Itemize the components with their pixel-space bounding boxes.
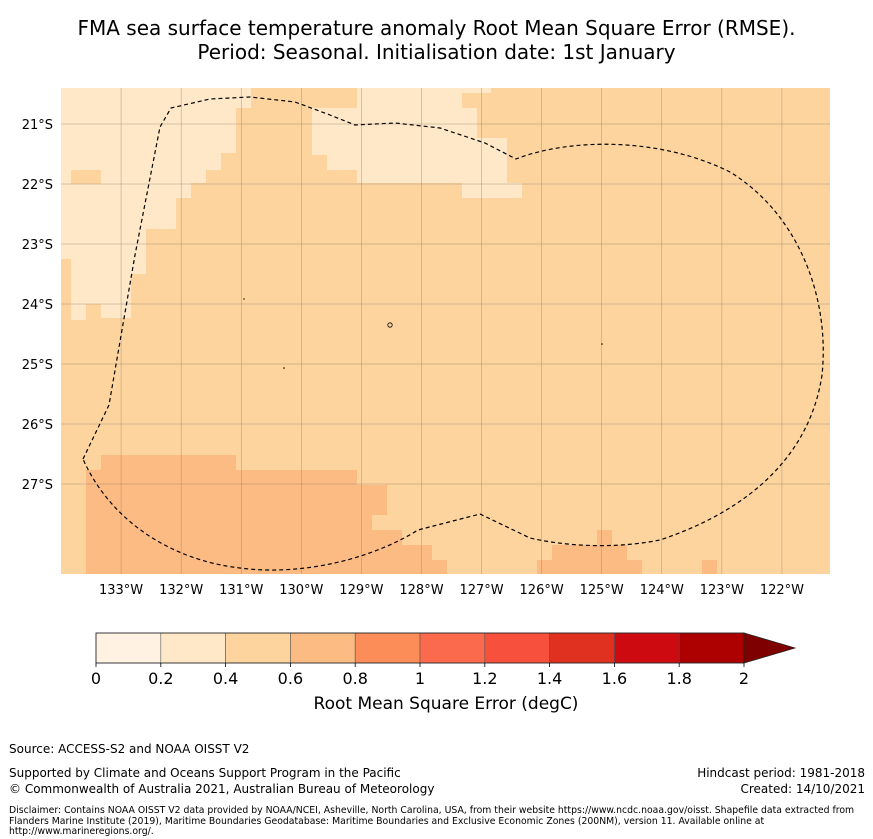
latitude-tick-label: 23°S <box>22 238 53 253</box>
longitude-tick-label: 132°W <box>159 583 203 598</box>
colorbar-box <box>549 632 615 664</box>
colorbar-boxes <box>95 632 745 664</box>
colorbar-tick-labels: 0 0.2 0.4 0.6 0.8 1 1.2 1.4 1.6 1.8 2 <box>91 663 749 688</box>
light-region-west <box>61 88 251 320</box>
longitude-tick-label: 126°W <box>520 583 564 598</box>
island-henderson <box>283 367 285 369</box>
title-line-2: Period: Seasonal. Initialisation date: 1… <box>197 40 676 64</box>
support-line-1: Supported by Climate and Oceans Support … <box>9 766 401 780</box>
latitude-tick-label: 22°S <box>22 178 53 193</box>
eez-boundary <box>82 96 824 571</box>
longitude-tick-label: 125°W <box>580 583 624 598</box>
colorbar-label: Root Mean Square Error (degC) <box>314 694 579 714</box>
colorbar-tick-label: 1.6 <box>602 669 627 688</box>
longitude-tick-label: 130°W <box>279 583 323 598</box>
chart-title: FMA sea surface temperature anomaly Root… <box>0 16 873 64</box>
longitude-tick-labels: 133°W 132°W 131°W 130°W 129°W 128°W 127°W 126°W… <box>99 583 804 598</box>
latitude-tick-label: 26°S <box>22 418 53 433</box>
longitude-tick-label: 133°W <box>99 583 143 598</box>
warm-anomaly-patch-south <box>537 530 642 574</box>
copyright-line: © Commonwealth of Australia 2021, Austra… <box>9 782 435 796</box>
colorbar-box <box>160 632 226 664</box>
island-pitcairn <box>387 322 393 328</box>
colorbar-box <box>354 632 421 664</box>
colorbar-tick-label: 0.8 <box>342 669 367 688</box>
latitude-tick-label: 25°S <box>22 358 53 373</box>
longitude-tick-label: 122°W <box>760 583 804 598</box>
colorbar-tick-label: 0 <box>91 669 101 688</box>
light-anomaly-region <box>61 88 522 320</box>
colorbar-box <box>419 632 486 664</box>
source-text: Source: ACCESS-S2 and NOAA OISST V2 <box>9 742 250 756</box>
colorbar-extension-arrow <box>743 632 797 664</box>
colorbar-tick-label: 1.8 <box>666 669 691 688</box>
longitude-tick-label: 123°W <box>700 583 744 598</box>
colorbar-tick-label: 1.4 <box>537 669 562 688</box>
latitude-tick-label: 21°S <box>22 118 53 133</box>
islands <box>243 298 603 369</box>
latitude-tick-labels: 21°S 22°S 23°S 24°S 25°S 26°S 27°S <box>22 118 53 493</box>
warm-anomaly-patch-east <box>702 560 717 574</box>
disclaimer-text: Disclaimer: Contains NOAA OISST V2 data … <box>9 805 855 837</box>
longitude-tick-label: 127°W <box>459 583 503 598</box>
colorbar-tick-label: 1 <box>415 669 425 688</box>
latitude-tick-label: 27°S <box>22 478 53 493</box>
hindcast-period: Hindcast period: 1981-2018 <box>697 766 865 780</box>
colorbar-tick-label: 0.6 <box>278 669 303 688</box>
colorbar-tick-label: 0.4 <box>213 669 238 688</box>
colorbar-box <box>95 632 162 664</box>
colorbar-tick-label: 2 <box>739 669 749 688</box>
colorbar-box <box>484 632 550 664</box>
background-patch <box>71 170 101 184</box>
map-plot-area <box>61 88 830 574</box>
warm-anomaly-region <box>86 455 447 574</box>
longitude-tick-label: 124°W <box>640 583 684 598</box>
colorbar-box <box>614 632 680 664</box>
light-region-north <box>312 88 522 198</box>
longitude-tick-label: 129°W <box>339 583 383 598</box>
colorbar-tick-label: 0.2 <box>148 669 173 688</box>
colorbar-box <box>225 632 291 664</box>
colorbar-box <box>678 632 745 664</box>
title-line-1: FMA sea surface temperature anomaly Root… <box>77 16 796 40</box>
colorbar: 0 0.2 0.4 0.6 0.8 1 1.2 1.4 1.6 1.8 2 Root Mean Sq… <box>91 632 797 714</box>
island-oeno <box>243 298 245 300</box>
created-date: Created: 14/10/2021 <box>740 782 865 796</box>
longitude-tick-label: 128°W <box>399 583 443 598</box>
colorbar-tick-label: 1.2 <box>472 669 497 688</box>
latitude-tick-label: 24°S <box>22 298 53 313</box>
graticule <box>61 88 830 574</box>
island-ducie <box>601 343 603 345</box>
longitude-tick-label: 131°W <box>219 583 263 598</box>
colorbar-box <box>290 632 356 664</box>
